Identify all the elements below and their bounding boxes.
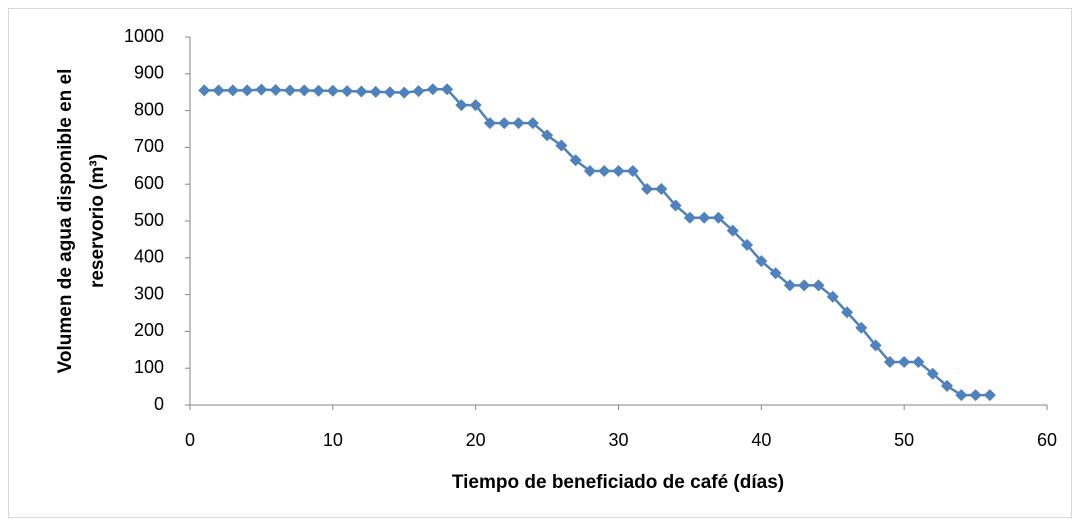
data-point	[869, 339, 882, 352]
data-point	[483, 117, 496, 130]
x-tick-label: 30	[608, 430, 628, 450]
data-point	[598, 164, 611, 177]
data-point	[526, 117, 539, 130]
data-point	[698, 211, 711, 224]
data-point	[226, 84, 239, 97]
data-point	[626, 164, 639, 177]
data-point	[883, 355, 896, 368]
y-tick-label: 300	[134, 283, 164, 303]
data-point	[669, 199, 682, 212]
x-tick-label: 20	[466, 430, 486, 450]
data-point	[298, 84, 311, 97]
data-point	[212, 84, 225, 97]
data-point	[755, 255, 768, 268]
x-tick-label: 0	[185, 430, 195, 450]
data-point	[855, 321, 868, 334]
data-point	[983, 389, 996, 402]
y-tick-label: 800	[134, 99, 164, 119]
data-point	[398, 86, 411, 99]
data-point	[969, 389, 982, 402]
data-point	[512, 117, 525, 130]
data-point	[712, 211, 725, 224]
data-point	[898, 355, 911, 368]
x-tick-label: 10	[323, 430, 343, 450]
data-point	[826, 290, 839, 303]
data-point	[612, 164, 625, 177]
y-tick-label: 0	[154, 394, 164, 414]
data-point	[426, 83, 439, 96]
data-point	[355, 85, 368, 98]
data-point	[841, 306, 854, 319]
data-point	[555, 139, 568, 152]
data-point	[812, 279, 825, 292]
data-point	[541, 129, 554, 142]
data-point	[312, 84, 325, 97]
data-point	[412, 85, 425, 98]
data-point	[326, 84, 339, 97]
data-point	[941, 379, 954, 392]
data-point	[955, 389, 968, 402]
y-tick-label: 1000	[124, 26, 164, 46]
data-point	[455, 99, 468, 112]
data-point	[241, 84, 254, 97]
data-point	[683, 211, 696, 224]
y-tick-label: 900	[134, 63, 164, 83]
data-point	[798, 279, 811, 292]
data-point	[783, 279, 796, 292]
x-tick-label: 60	[1037, 430, 1057, 450]
data-point	[741, 238, 754, 251]
y-tick-label: 100	[134, 357, 164, 377]
data-point	[726, 224, 739, 237]
data-point	[469, 99, 482, 112]
data-point	[269, 83, 282, 96]
data-point	[369, 85, 382, 98]
y-tick-label: 600	[134, 173, 164, 193]
data-point	[912, 355, 925, 368]
y-tick-label: 500	[134, 210, 164, 230]
data-point	[769, 267, 782, 280]
data-point	[926, 367, 939, 380]
data-point	[641, 182, 654, 195]
y-tick-label: 200	[134, 320, 164, 340]
x-tick-label: 40	[751, 430, 771, 450]
x-tick-label: 50	[894, 430, 914, 450]
data-point	[569, 154, 582, 167]
data-point	[283, 84, 296, 97]
y-tick-label: 700	[134, 136, 164, 156]
data-point	[583, 164, 596, 177]
data-point	[498, 117, 511, 130]
data-point	[341, 85, 354, 98]
data-point	[441, 83, 454, 96]
y-tick-label: 400	[134, 247, 164, 267]
x-axis-label: Tiempo de beneficiado de café (días)	[452, 472, 784, 493]
chart-border	[8, 8, 1072, 518]
y-axis-label: reservorio (m³)	[87, 154, 108, 288]
data-point	[255, 83, 268, 96]
data-point	[198, 84, 211, 97]
data-point	[655, 182, 668, 195]
y-axis-label: Volumen de agua disponible en el	[55, 69, 76, 374]
data-point	[383, 86, 396, 99]
